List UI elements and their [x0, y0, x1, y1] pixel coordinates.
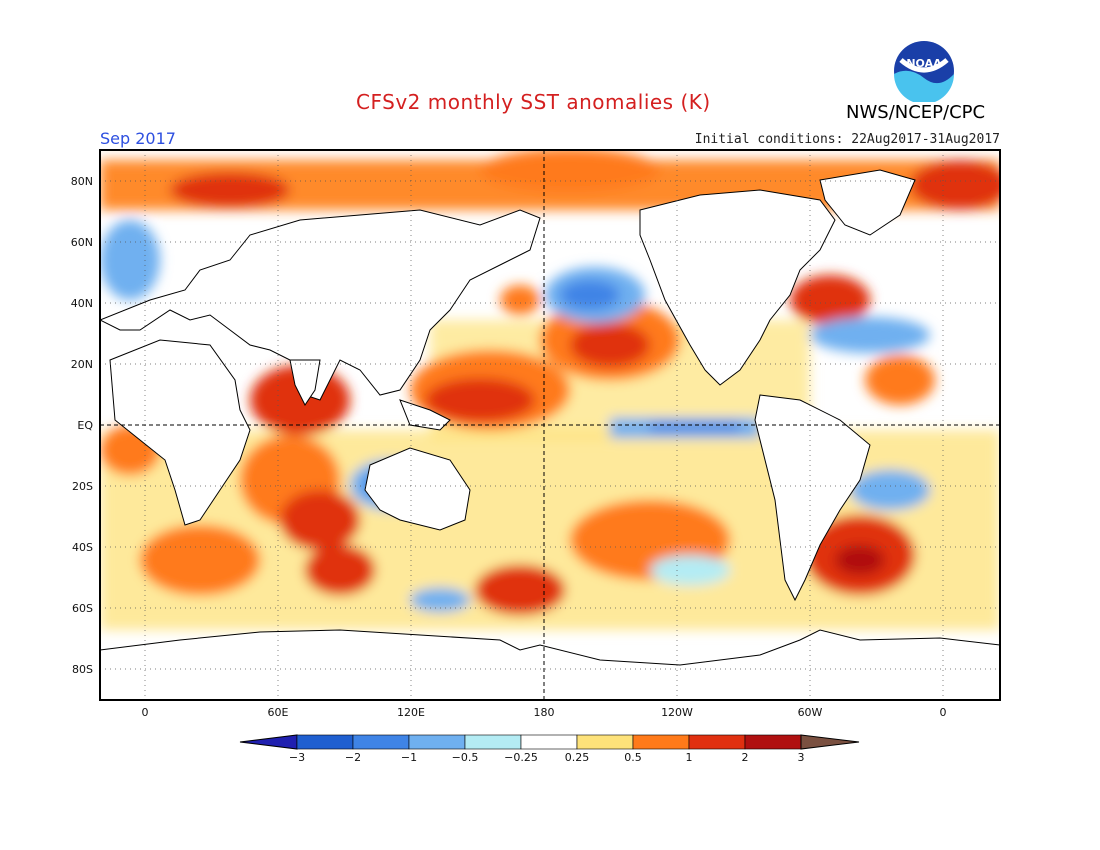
colorbar-label: 1: [686, 751, 693, 764]
lat-label: 60S: [72, 602, 93, 615]
lat-label: 40S: [72, 541, 93, 554]
land-masses: [100, 169, 1000, 700]
org-label: NWS/NCEP/CPC: [846, 102, 986, 123]
colorbar-swatch: [576, 734, 634, 750]
lon-label: 60E: [268, 706, 289, 719]
colorbar-right-arrow: [800, 734, 860, 750]
colorbar-label: −0.5: [452, 751, 479, 764]
lon-label: 60W: [798, 706, 823, 719]
longitude-axis: 0 60E 120E 180 120W 60W 0: [142, 706, 947, 719]
lat-label: 80S: [72, 663, 93, 676]
colorbar-left-arrow: [239, 734, 298, 750]
lat-label: 20S: [72, 480, 93, 493]
latitude-axis: 80N 60N 40N 20N EQ 20S 40S 60S 80S: [71, 175, 94, 676]
colorbar-swatch: [744, 734, 802, 750]
lat-label: 40N: [71, 297, 93, 310]
lon-label: 180: [534, 706, 555, 719]
colorbar-label: −0.25: [504, 751, 538, 764]
colorbar-label: −2: [345, 751, 361, 764]
noaa-logo-text: NOAA: [906, 57, 942, 70]
colorbar-label: 0.25: [565, 751, 590, 764]
colorbar-swatch: [688, 734, 746, 750]
colorbar-swatch: [520, 734, 578, 750]
colorbar-label: −3: [289, 751, 305, 764]
colorbar-swatch: [352, 734, 410, 750]
lat-label: 80N: [71, 175, 93, 188]
lat-label: 60N: [71, 236, 93, 249]
colorbar-swatch: [464, 734, 522, 750]
colorbar-swatch: [408, 734, 466, 750]
month-label: Sep 2017: [100, 129, 176, 148]
colorbar-label: 2: [742, 751, 749, 764]
lat-label: EQ: [77, 419, 93, 432]
lon-label: 120E: [397, 706, 425, 719]
colorbar-label: 0.5: [624, 751, 642, 764]
colorbar-swatch: [296, 734, 354, 750]
lon-label: 120W: [661, 706, 693, 719]
colorbar-swatch: [632, 734, 690, 750]
lon-label: 0: [940, 706, 947, 719]
colorbar-label: −1: [401, 751, 417, 764]
lat-label: 20N: [71, 358, 93, 371]
colorbar-label: 3: [798, 751, 805, 764]
lon-label: 0: [142, 706, 149, 719]
noaa-logo: NOAA: [894, 41, 954, 102]
colorbar: −3 −2 −1 −0.5 −0.25 0.25 0.5 1 2 3: [239, 734, 860, 764]
initial-conditions-label: Initial conditions: 22Aug2017-31Aug2017: [694, 132, 1000, 147]
anomaly-field: [100, 150, 1000, 700]
map-frame: [99, 149, 1001, 701]
map-title: CFSv2 monthly SST anomalies (K): [356, 90, 711, 114]
